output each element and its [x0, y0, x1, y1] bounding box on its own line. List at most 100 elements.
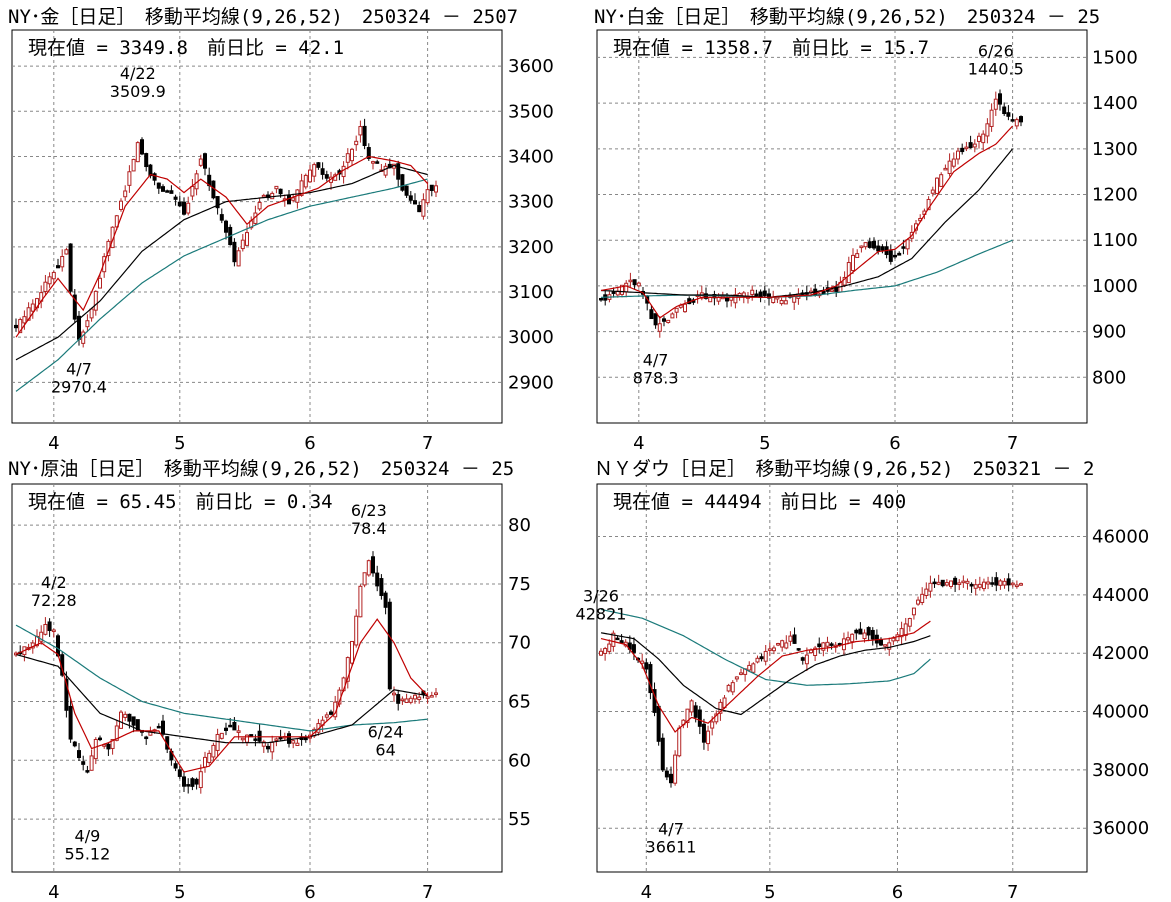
candle-body — [400, 698, 405, 702]
candle-body — [408, 697, 413, 703]
candle-body — [354, 140, 359, 146]
annotation-value: 42821 — [576, 604, 627, 623]
candle-body — [39, 631, 44, 642]
candle-body — [895, 634, 900, 642]
candle-body — [312, 164, 317, 177]
candle-body — [783, 300, 788, 305]
candle-body — [114, 215, 119, 228]
candle-body — [649, 309, 654, 320]
candle-body — [888, 250, 893, 262]
candle-body — [784, 642, 789, 649]
candle-body — [253, 738, 258, 741]
candle-body — [131, 716, 136, 726]
chart-header: NY･金［日足］ 移動平均線(9,26,52) 250324 － 2507 — [8, 6, 518, 28]
annotation-date: 4/7 — [658, 819, 684, 838]
candle-body — [879, 639, 883, 646]
candle-body — [320, 168, 325, 175]
candle-body — [940, 579, 945, 587]
candle-body — [693, 705, 698, 718]
candle-body — [177, 201, 182, 207]
candle-body — [371, 556, 375, 574]
y-tick-label: 1000 — [1092, 276, 1138, 297]
candle-body — [156, 182, 161, 189]
candle-body — [203, 153, 207, 169]
candle-body — [1010, 582, 1015, 586]
candle-body — [274, 738, 279, 741]
candle-body — [656, 705, 661, 742]
candle-body — [93, 290, 98, 311]
annotation-value: 78.4 — [351, 519, 387, 538]
candle-body — [936, 581, 941, 585]
candle-body — [903, 623, 908, 637]
candle-body — [670, 313, 675, 319]
candle-body — [224, 727, 228, 731]
chart-panel: NY･金［日足］ 移動平均線(9,26,52) 250324 － 2507 290… — [8, 6, 554, 454]
candle-body — [876, 245, 881, 252]
y-tick-label: 80 — [508, 515, 531, 536]
candle-body — [303, 174, 308, 188]
y-tick-label: 75 — [508, 574, 531, 595]
candle-body — [98, 277, 102, 289]
candle-body — [771, 647, 776, 652]
candle-body — [18, 319, 23, 334]
candle-body — [379, 578, 384, 596]
candle-body — [632, 279, 637, 286]
x-tick-label: 6 — [889, 433, 900, 454]
candle-body — [759, 656, 764, 660]
candle-body — [396, 163, 401, 180]
annotation-value: 64 — [375, 740, 395, 759]
candle-body — [648, 664, 653, 694]
candle-body — [880, 246, 885, 251]
y-tick-label: 38000 — [1092, 760, 1149, 781]
candle-body — [851, 254, 855, 272]
candle-body — [366, 560, 371, 576]
candle-body — [173, 196, 178, 200]
candle-body — [669, 773, 673, 784]
candle-body — [190, 185, 195, 197]
candle-body — [425, 696, 430, 699]
y-tick-label: 2900 — [508, 372, 554, 393]
candle-body — [662, 318, 666, 322]
candle-body — [345, 657, 350, 682]
candle-body — [350, 148, 354, 162]
candle-body — [689, 700, 694, 713]
candle-body — [400, 174, 405, 191]
candle-body — [68, 705, 73, 740]
candle-body — [854, 629, 859, 634]
candle-body — [429, 695, 434, 698]
current-value-info: 現在値 = 65.45 前日比 = 0.34 — [28, 491, 333, 513]
candle-body — [387, 601, 392, 690]
candle-body — [850, 633, 855, 643]
candle-body — [295, 742, 300, 747]
annotation-value: 55.12 — [64, 845, 110, 864]
candle-body — [620, 284, 624, 295]
annotation-date: 4/7 — [643, 351, 669, 370]
candle-body — [362, 125, 367, 147]
candle-body — [673, 754, 678, 784]
candle-body — [236, 730, 241, 733]
candle-body — [792, 634, 797, 644]
candle-body — [186, 784, 191, 787]
moving-average-ma26 — [600, 148, 1014, 298]
candle-body — [140, 139, 144, 155]
candle-body — [664, 770, 669, 778]
candle-body — [425, 189, 430, 204]
candle-body — [429, 184, 434, 191]
candle-body — [413, 200, 417, 205]
candle-body — [674, 307, 679, 313]
candle-body — [863, 242, 868, 248]
annotation-date: 6/26 — [978, 42, 1014, 61]
candle-body — [203, 756, 207, 768]
candle-body — [981, 581, 986, 590]
candle-body — [636, 282, 641, 287]
candle-body — [977, 583, 982, 588]
candle-body — [859, 245, 864, 249]
candle-body — [291, 740, 296, 744]
candle-body — [763, 650, 768, 662]
y-tick-label: 3200 — [508, 237, 554, 258]
candle-body — [977, 135, 981, 142]
candle-body — [817, 643, 822, 648]
candle-body — [652, 689, 657, 713]
y-tick-label: 55 — [508, 809, 531, 830]
